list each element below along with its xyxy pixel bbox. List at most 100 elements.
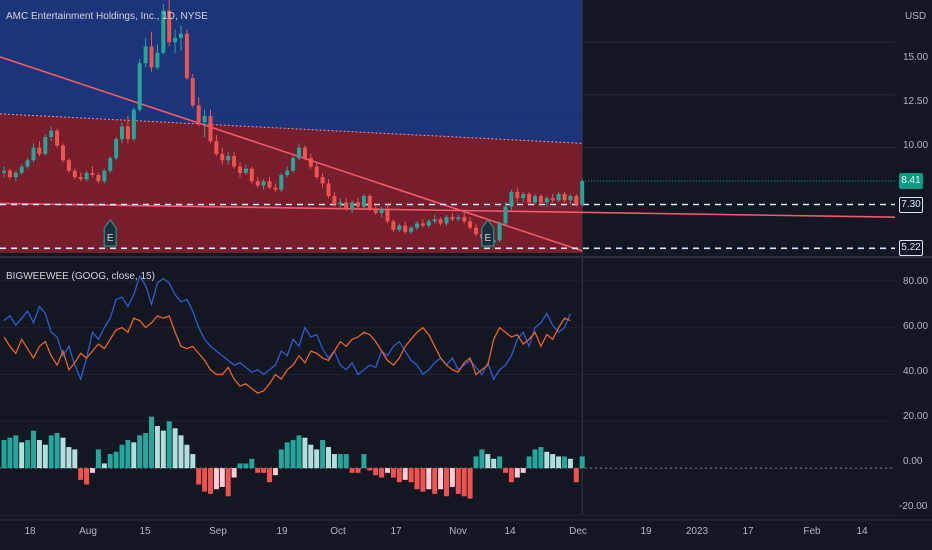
histogram-bar [473, 456, 479, 469]
candle-body [385, 208, 390, 222]
histogram-bar [320, 440, 326, 469]
candle-body [297, 147, 301, 159]
candle-body [562, 193, 567, 201]
histogram-bar [544, 451, 550, 469]
candle-body [379, 208, 384, 213]
histogram-bar [497, 456, 503, 469]
histogram-bar [149, 416, 154, 469]
level-badge-lower: 5.22 [899, 240, 923, 257]
histogram-bar [1, 440, 7, 469]
histogram-bar [261, 468, 267, 473]
candle-body [184, 33, 189, 79]
histogram-bar [249, 458, 255, 469]
candle-body [391, 221, 396, 230]
time-axis-label: Sep [209, 526, 227, 537]
candle-body [444, 217, 449, 224]
histogram-bar [178, 435, 184, 469]
candle-body [232, 156, 237, 167]
indicator-pane [0, 274, 895, 516]
candle-body [49, 130, 54, 138]
candle-body [114, 139, 119, 159]
time-axis-label: 14 [504, 526, 516, 537]
trendline-flat [0, 202, 896, 218]
candle-body [544, 198, 549, 203]
currency-label: USD [905, 11, 927, 22]
candle-body [503, 206, 508, 224]
earnings-marker-shape [103, 219, 117, 247]
histogram-bar [237, 463, 243, 469]
histogram-bar [119, 444, 125, 469]
candle-body [13, 172, 18, 178]
candle-body [37, 147, 42, 154]
histogram-bar [385, 468, 390, 473]
candle-body [533, 196, 537, 203]
candle-body [515, 191, 520, 199]
candle-body [521, 193, 526, 199]
histogram-bar [172, 428, 178, 469]
candle-body [131, 109, 136, 140]
histogram-bar [390, 468, 396, 478]
zone-dotted-boundary [0, 113, 583, 144]
candle-body [291, 158, 296, 171]
time-axis-label: 18 [24, 526, 36, 537]
histogram-bar [331, 454, 337, 469]
histogram-bar [48, 435, 54, 469]
histogram-bar [355, 468, 361, 473]
histogram-bar [349, 468, 355, 473]
candle-body [25, 160, 30, 167]
histogram-bar [190, 454, 196, 469]
candle-body [72, 170, 77, 178]
histogram-bar [66, 447, 72, 469]
candle-body [96, 174, 101, 182]
histogram-bar [455, 468, 461, 494]
candle-body [226, 156, 231, 161]
histogram-bar [95, 449, 101, 469]
histogram-bar [267, 468, 272, 483]
histogram-bar [361, 454, 367, 469]
time-axis-label: 2023 [685, 526, 709, 537]
histogram-bar [373, 468, 379, 476]
histogram-bar [60, 437, 66, 469]
earnings-marker-label: E [107, 233, 114, 244]
candle-body [137, 63, 142, 110]
histogram-bar [243, 463, 249, 469]
candle-body [238, 166, 242, 173]
candle-body [279, 174, 284, 190]
trendline-descending [0, 56, 583, 252]
histogram-bar [131, 442, 137, 469]
time-axis-label: 19 [276, 526, 288, 537]
candle-body [497, 223, 502, 241]
candle-body [527, 193, 532, 203]
histogram-bar [579, 456, 585, 469]
candle-body [320, 177, 325, 184]
time-axis-label: 17 [390, 526, 402, 537]
histogram-bar [154, 425, 160, 469]
histogram-bar [113, 451, 119, 469]
earnings-marker-shape [481, 219, 495, 247]
candle-body [261, 181, 266, 186]
candle-body [208, 115, 213, 142]
histogram-bar [160, 430, 166, 469]
histogram-bar [143, 433, 149, 469]
histogram-bar [19, 442, 25, 469]
candle-body [61, 145, 65, 161]
histogram-bar [302, 437, 308, 469]
histogram-bar [520, 468, 526, 473]
histogram-bar [449, 468, 455, 487]
histogram-bar [54, 433, 60, 469]
histogram-bar [125, 440, 131, 469]
candle-body [344, 202, 349, 209]
histogram-bar [196, 468, 202, 485]
histogram-bar [84, 468, 90, 485]
time-axis-label: Nov [449, 526, 467, 537]
main-chart-title: AMC Entertainment Holdings, Inc., 1D, NY… [6, 11, 208, 22]
histogram-bar [290, 440, 296, 469]
histogram-bar [538, 447, 544, 469]
candle-body [102, 170, 107, 182]
histogram-bar [42, 444, 48, 469]
candle-body [249, 168, 254, 182]
candle-body [538, 196, 543, 203]
candle-body [302, 147, 307, 159]
